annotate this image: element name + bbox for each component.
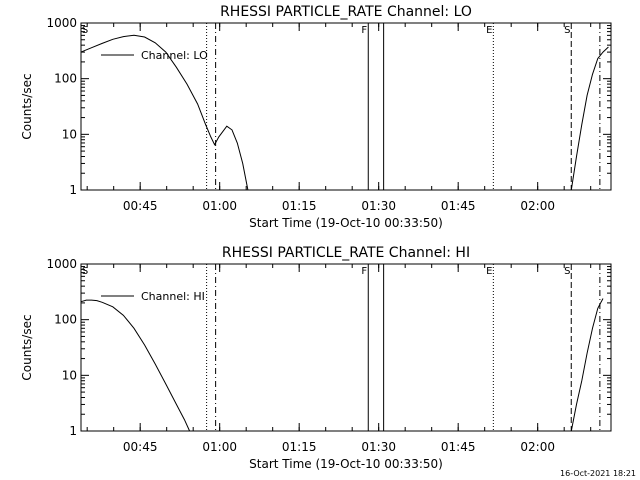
event-marker-label: S [564, 25, 570, 36]
x-tick-label: 01:15 [282, 440, 317, 454]
series-line [80, 299, 191, 432]
series-line [570, 46, 609, 191]
legend-label: Channel: LO [141, 49, 208, 62]
x-axis-label: Start Time (19-Oct-10 00:33:50) [249, 216, 443, 230]
legend-label: Channel: HI [141, 290, 205, 303]
x-tick-label: 01:15 [282, 199, 317, 213]
series-line [80, 34, 249, 191]
y-tick-label: 1 [69, 183, 77, 197]
x-tick-label: 01:45 [441, 199, 476, 213]
plot-frame [80, 22, 612, 191]
x-tick-label: 00:45 [123, 199, 158, 213]
x-tick-label: 01:30 [361, 199, 396, 213]
x-tick-label: 01:45 [441, 440, 476, 454]
y-tick-label: 1000 [46, 16, 77, 30]
event-marker-label: F [361, 266, 367, 277]
y-axis-label: Counts/sec [20, 314, 34, 380]
series-line [570, 298, 604, 432]
chart-title: RHESSI PARTICLE_RATE Channel: HI [222, 245, 470, 261]
y-tick-label: 10 [62, 127, 77, 141]
x-axis-label: Start Time (19-Oct-10 00:33:50) [249, 457, 443, 471]
x-tick-label: 02:00 [520, 199, 555, 213]
y-tick-label: 10 [62, 368, 77, 382]
event-marker-label: F [361, 25, 367, 36]
event-marker-label: S [564, 266, 570, 277]
x-tick-label: 00:45 [123, 440, 158, 454]
y-tick-label: 100 [54, 72, 77, 86]
y-tick-label: 1 [69, 424, 77, 438]
plot-frame [80, 263, 612, 432]
event-marker-label: S [82, 25, 88, 36]
y-tick-label: 1000 [46, 257, 77, 271]
y-axis-label: Counts/sec [20, 73, 34, 139]
chart-panel-hi: RHESSI PARTICLE_RATE Channel: HI Start Ti… [20, 245, 612, 471]
chart-panel-lo: RHESSI PARTICLE_RATE Channel: LO Start Ti… [20, 4, 612, 230]
event-marker-label: E [486, 266, 492, 277]
y-tick-label: 100 [54, 313, 77, 327]
event-marker-label: E [486, 25, 492, 36]
x-tick-label: 01:30 [361, 440, 396, 454]
chart-title: RHESSI PARTICLE_RATE Channel: LO [220, 4, 472, 20]
x-tick-label: 01:00 [202, 440, 237, 454]
x-tick-label: 01:00 [202, 199, 237, 213]
footer-timestamp: 16-Oct-2021 18:21 [560, 469, 636, 478]
x-tick-label: 02:00 [520, 440, 555, 454]
event-marker-label: S [82, 266, 88, 277]
